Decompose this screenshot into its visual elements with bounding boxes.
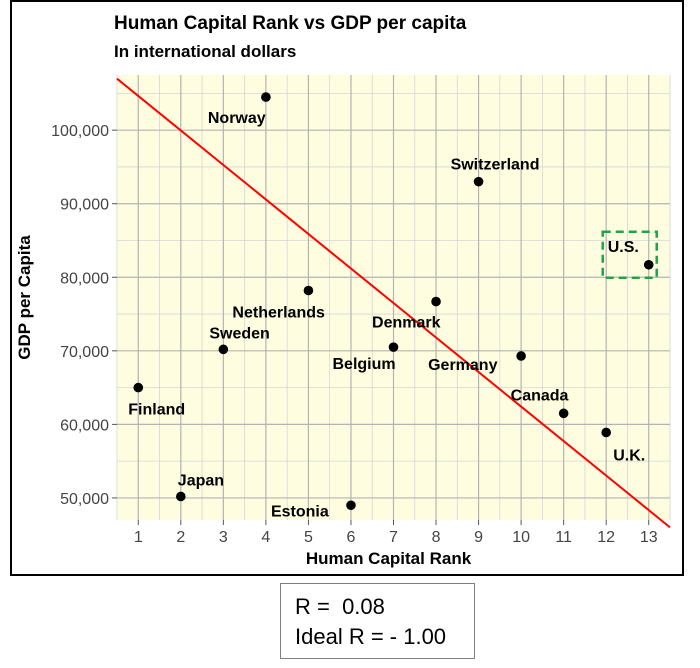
point-label: Switzerland bbox=[451, 157, 540, 174]
point-label: Belgium bbox=[333, 356, 396, 373]
point-label: U.S. bbox=[608, 239, 639, 256]
x-tick-label: 8 bbox=[432, 529, 441, 546]
highlight-box bbox=[601, 230, 658, 280]
y-tick-label: 50,000 bbox=[60, 491, 109, 508]
y-tick-label: 70,000 bbox=[60, 344, 109, 361]
y-axis-label: GDP per Capita bbox=[15, 235, 34, 360]
x-tick-label: 4 bbox=[261, 529, 270, 546]
data-point bbox=[601, 427, 611, 438]
point-label: Germany bbox=[428, 357, 497, 374]
y-tick-label: 90,000 bbox=[60, 197, 109, 214]
point-label: Canada bbox=[511, 387, 569, 404]
data-point bbox=[176, 491, 186, 502]
x-tick-label: 7 bbox=[389, 529, 398, 546]
point-label: Finland bbox=[128, 402, 185, 419]
x-tick-label: 11 bbox=[555, 529, 572, 546]
x-tick-label: 1 bbox=[134, 529, 143, 546]
x-tick-label: 5 bbox=[304, 529, 313, 546]
y-tick-label: 80,000 bbox=[60, 270, 109, 287]
data-point bbox=[133, 382, 144, 393]
chart-title: Human Capital Rank vs GDP per capita bbox=[114, 13, 467, 34]
data-point bbox=[261, 92, 271, 102]
data-point bbox=[346, 500, 356, 511]
data-point bbox=[516, 351, 526, 361]
x-tick-label: 9 bbox=[474, 529, 483, 546]
y-tick-label: 60,000 bbox=[60, 417, 109, 434]
data-point bbox=[218, 344, 229, 355]
x-tick-label: 13 bbox=[640, 529, 658, 546]
x-tick-label: 6 bbox=[347, 529, 356, 546]
point-label: Estonia bbox=[271, 503, 329, 520]
ideal-r-text: Ideal R = - 1.00 bbox=[295, 624, 447, 649]
y-tick-label: 100,000 bbox=[51, 123, 109, 140]
point-label: Japan bbox=[178, 472, 224, 489]
trend-line bbox=[116, 77, 671, 529]
data-point bbox=[643, 259, 654, 270]
scatter-chart: Human Capital Rank vs GDP per capita In i… bbox=[15, 13, 671, 568]
x-tick-label: 10 bbox=[512, 529, 530, 546]
point-label: Sweden bbox=[209, 325, 269, 342]
data-point bbox=[558, 408, 569, 419]
data-point bbox=[473, 176, 484, 187]
point-label: Norway bbox=[208, 110, 266, 127]
point-label: Denmark bbox=[372, 315, 441, 332]
data-point bbox=[303, 285, 314, 296]
x-tick-label: 2 bbox=[176, 529, 185, 546]
x-tick-label: 3 bbox=[219, 529, 228, 546]
point-label: Netherlands bbox=[232, 305, 325, 322]
data-point bbox=[431, 296, 441, 307]
x-tick-label: 12 bbox=[597, 529, 615, 546]
chart-subtitle: In international dollars bbox=[114, 42, 296, 61]
point-label: U.K. bbox=[613, 447, 645, 464]
stats-box: R = 0.08 Ideal R = - 1.00 bbox=[280, 583, 475, 659]
data-point bbox=[388, 342, 399, 352]
r-value-text: R = 0.08 bbox=[295, 594, 385, 619]
x-axis-label: Human Capital Rank bbox=[306, 549, 472, 568]
